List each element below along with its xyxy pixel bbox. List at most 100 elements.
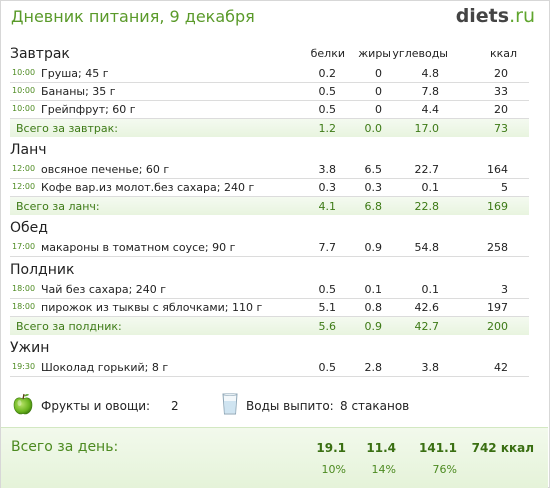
item-fat: 6.5 <box>364 163 383 176</box>
item-protein: 0.2 <box>318 67 337 80</box>
item-carbs: 4.8 <box>421 67 440 80</box>
logo-main: diets <box>455 5 510 27</box>
item-fat: 0.8 <box>364 301 383 314</box>
item-kcal: 20 <box>494 67 508 80</box>
total-carbs: 22.8 <box>414 200 440 213</box>
fruit-value: 2 <box>171 399 179 413</box>
total-carbs: 17.0 <box>414 122 440 135</box>
table-row: 12:00 овсяное печенье; 60 г 3.8 6.5 22.7… <box>10 161 529 179</box>
item-name: макароны в томатном соусе; 90 г <box>41 241 236 254</box>
item-protein: 0.3 <box>318 181 337 194</box>
item-name: Груша; 45 г <box>41 67 109 80</box>
day-kcal: 742 ккал <box>471 441 534 455</box>
item-kcal: 20 <box>494 103 508 116</box>
item-protein: 0.5 <box>318 361 337 374</box>
total-label: Всего за завтрак: <box>16 122 119 135</box>
col-kcal: ккал <box>489 47 517 60</box>
item-carbs: 22.7 <box>414 163 440 176</box>
item-protein: 5.1 <box>318 301 337 314</box>
item-carbs: 0.1 <box>421 283 440 296</box>
table-row: 19:30 Шоколад горький; 8 г 0.5 2.8 3.8 4… <box>10 359 529 377</box>
item-carbs: 0.1 <box>421 181 440 194</box>
water-value: 8 стаканов <box>340 399 410 413</box>
item-protein: 0.5 <box>318 85 337 98</box>
column-headers: белки жиры углеводы ккал <box>0 47 548 63</box>
total-protein: 4.1 <box>318 200 337 213</box>
day-fat: 11.4 <box>366 441 396 455</box>
item-fat: 2.8 <box>364 361 383 374</box>
item-time: 10:00 <box>12 86 36 95</box>
table-row: 18:00 пирожок из тыквы с яблочками; 110 … <box>10 299 529 317</box>
item-time: 18:00 <box>12 302 36 311</box>
day-carbs-pct: 76% <box>432 463 457 476</box>
meal-total-snack: Всего за полдник: 5.6 0.9 42.7 200 <box>10 317 529 335</box>
table-row: 10:00 Бананы; 35 г 0.5 0 7.8 33 <box>10 83 529 101</box>
item-kcal: 33 <box>494 85 508 98</box>
day-fat-pct: 14% <box>371 463 396 476</box>
col-fat: жиры <box>358 47 391 60</box>
meal-title-lunch: Ланч <box>10 142 47 158</box>
item-name: Кофе вар.из молот.без сахара; 240 г <box>41 181 255 194</box>
item-time: 12:00 <box>12 182 36 191</box>
table-row: 17:00 макароны в томатном соусе; 90 г 7.… <box>10 239 529 257</box>
item-fat: 0 <box>375 103 382 116</box>
meal-total-breakfast: Всего за завтрак: 1.2 0.0 17.0 73 <box>10 119 529 137</box>
item-name: Чай без сахара; 240 г <box>41 283 167 296</box>
apple-icon <box>13 393 33 415</box>
meal-title-breakfast: Завтрак <box>10 46 70 62</box>
table-row: 10:00 Груша; 45 г 0.2 0 4.8 20 <box>10 65 529 83</box>
item-time: 10:00 <box>12 104 36 113</box>
item-time: 19:30 <box>12 362 36 371</box>
page-title: Дневник питания, 9 декабря <box>11 7 255 26</box>
item-protein: 0.5 <box>318 103 337 116</box>
item-carbs: 42.6 <box>414 301 440 314</box>
total-label: Всего за ланч: <box>16 200 100 213</box>
item-time: 17:00 <box>12 242 36 251</box>
item-protein: 7.7 <box>318 241 337 254</box>
site-logo[interactable]: diets.ru <box>456 5 535 27</box>
item-fat: 0 <box>375 85 382 98</box>
item-carbs: 3.8 <box>421 361 440 374</box>
day-protein-pct: 10% <box>321 463 346 476</box>
meal-title-snack: Полдник <box>10 262 75 278</box>
item-time: 18:00 <box>12 284 36 293</box>
item-time: 12:00 <box>12 164 36 173</box>
item-carbs: 7.8 <box>421 85 440 98</box>
item-kcal: 164 <box>487 163 508 176</box>
total-kcal: 73 <box>494 122 508 135</box>
col-protein: белки <box>310 47 345 60</box>
table-row: 10:00 Грейпфрут; 60 г 0.5 0 4.4 20 <box>10 101 529 119</box>
meal-title-supper: Ужин <box>10 340 50 356</box>
item-kcal: 197 <box>487 301 508 314</box>
item-carbs: 54.8 <box>414 241 440 254</box>
item-kcal: 5 <box>501 181 508 194</box>
item-name: овсяное печенье; 60 г <box>41 163 170 176</box>
item-fat: 0.3 <box>364 181 383 194</box>
water-label: Воды выпито: <box>246 399 334 413</box>
table-row: 18:00 Чай без сахара; 240 г 0.5 0.1 0.1 … <box>10 281 529 299</box>
day-protein: 19.1 <box>316 441 346 455</box>
total-carbs: 42.7 <box>414 320 440 333</box>
total-protein: 5.6 <box>318 320 337 333</box>
item-kcal: 3 <box>501 283 508 296</box>
item-fat: 0 <box>375 67 382 80</box>
item-kcal: 42 <box>494 361 508 374</box>
table-row: 12:00 Кофе вар.из молот.без сахара; 240 … <box>10 179 529 197</box>
total-label: Всего за полдник: <box>16 320 122 333</box>
total-kcal: 200 <box>487 320 508 333</box>
item-fat: 0.9 <box>364 241 383 254</box>
item-carbs: 4.4 <box>421 103 440 116</box>
total-fat: 0.0 <box>364 122 383 135</box>
item-name: Грейпфрут; 60 г <box>41 103 136 116</box>
col-carbs: углеводы <box>392 47 448 60</box>
total-fat: 0.9 <box>364 320 383 333</box>
item-fat: 0.1 <box>364 283 383 296</box>
day-total-label: Всего за день: <box>11 439 119 455</box>
day-carbs: 141.1 <box>419 441 457 455</box>
extras-bar: Фрукты и овощи: 2 Воды выпито: 8 стакано… <box>0 393 548 419</box>
total-fat: 6.8 <box>364 200 383 213</box>
meal-total-lunch: Всего за ланч: 4.1 6.8 22.8 169 <box>10 197 529 215</box>
day-total: Всего за день: 19.1 11.4 141.1 742 ккал … <box>1 427 548 488</box>
item-name: пирожок из тыквы с яблочками; 110 г <box>41 301 263 314</box>
item-protein: 0.5 <box>318 283 337 296</box>
